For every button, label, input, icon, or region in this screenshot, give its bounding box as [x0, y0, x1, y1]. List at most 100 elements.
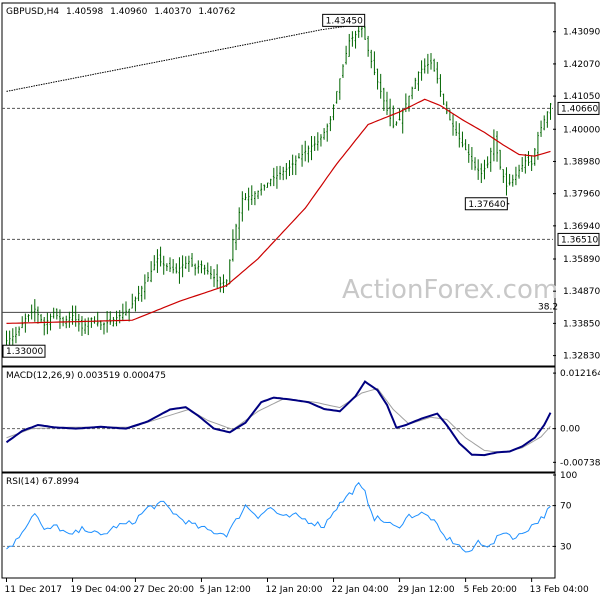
ohlc-bar — [282, 166, 285, 181]
ohlc-bar — [477, 159, 480, 180]
ohlc-bar — [175, 263, 178, 274]
ohlc-bar — [27, 314, 30, 322]
ohlc-bar — [235, 223, 237, 251]
ohlc-bar — [480, 163, 483, 184]
ohlc-bar — [77, 313, 80, 332]
ohlc-bar — [430, 53, 432, 70]
ohlc-bar — [458, 123, 461, 148]
price-y-tick-label: 1.36940 — [563, 222, 600, 232]
x-axis-label: 11 Dec 2017 — [5, 585, 63, 595]
x-axis-label: 19 Dec 04:00 — [71, 585, 132, 595]
price-annotation-box — [2, 344, 46, 358]
ohlc-bar — [203, 264, 206, 275]
ohlc-bar — [492, 129, 495, 162]
ohlc-bar — [496, 131, 498, 162]
x-axis-label: 27 Dec 20:00 — [133, 585, 194, 595]
x-axis-label: 5 Feb 20:00 — [464, 585, 518, 595]
ohlc-high: 1.40960 — [110, 7, 147, 17]
ohlc-bar — [401, 109, 404, 134]
ohlc-bar — [216, 264, 219, 289]
ohlc-bar — [411, 86, 414, 100]
ohlc-bar — [426, 53, 429, 74]
price-y-tick-label: 1.40000 — [563, 125, 600, 135]
ohlc-bar — [474, 157, 476, 171]
ohlc-bar — [109, 311, 112, 325]
ohlc-bar — [68, 311, 71, 328]
ohlc-bar — [364, 26, 366, 40]
ohlc-bar — [213, 269, 215, 287]
ohlc-bar — [521, 157, 524, 172]
rsi-y-tick-label: 100 — [560, 471, 577, 481]
macd-panel-title: MACD(12,26,9) 0.003519 0.000475 — [6, 371, 166, 381]
ohlc-bar — [46, 312, 49, 335]
ohlc-bar — [338, 78, 341, 100]
ohlc-bar — [499, 149, 502, 170]
ohlc-bar — [200, 260, 203, 274]
ohlc-bar — [395, 121, 398, 126]
price-y-tick-label: 1.35890 — [563, 255, 600, 265]
ohlc-bar — [329, 116, 332, 132]
ohlc-bar — [178, 257, 181, 284]
ohlc-bar — [59, 309, 61, 329]
ohlc-bar — [433, 58, 436, 72]
ohlc-bar — [276, 166, 278, 189]
price-annotation-label: 1.43450 — [326, 16, 363, 26]
ohlc-bar — [18, 326, 20, 337]
price-level-box — [557, 101, 600, 115]
ohlc-bar — [96, 311, 99, 327]
ohlc-bar — [351, 31, 354, 47]
ohlc-bar — [357, 24, 360, 38]
ohlc-bar — [543, 115, 546, 131]
ohlc-bar — [301, 144, 303, 167]
price-y-tick-label: 1.34870 — [563, 287, 600, 297]
ohlc-bar — [15, 326, 17, 344]
ohlc-bar — [386, 91, 388, 116]
ohlc-bar — [238, 207, 241, 240]
price-y-tick-label: 1.41050 — [563, 92, 600, 102]
ohlc-bar — [486, 156, 489, 169]
ohlc-bar — [373, 51, 376, 76]
ohlc-bar — [153, 255, 156, 271]
ohlc-bar — [370, 49, 373, 69]
price-panel-title: GBPUSD,H4 1.40598 1.40960 1.40370 1.4076… — [6, 7, 236, 17]
ohlc-bar — [326, 123, 329, 142]
price-y-tick-label: 1.42070 — [563, 60, 600, 70]
rsi-line — [6, 481, 551, 553]
fibonacci-level-label: 38.2 — [538, 302, 558, 312]
rsi-y-tick-label: 70 — [560, 502, 572, 512]
price-level-label: 1.36510 — [561, 235, 598, 245]
price-level-label: 1.40660 — [561, 104, 598, 114]
rsi-panel-frame — [1, 472, 556, 579]
price-annotation-label: 1.33000 — [6, 347, 43, 357]
ohlc-bar — [342, 64, 344, 78]
ohlc-bar — [294, 155, 297, 176]
ohlc-bar — [439, 74, 442, 97]
ohlc-bar — [74, 305, 77, 327]
sma50-line — [6, 98, 551, 324]
ohlc-bar — [417, 71, 420, 91]
ohlc-bar — [40, 314, 42, 323]
ohlc-bar — [530, 155, 533, 172]
ohlc-bar — [291, 154, 294, 176]
ohlc-bar — [546, 111, 549, 128]
x-axis-label: 22 Jan 04:00 — [332, 585, 389, 595]
ohlc-bar — [191, 252, 193, 268]
ohlc-bar — [502, 169, 505, 183]
price-panel-frame — [1, 2, 556, 367]
ohlc-bar — [269, 178, 272, 187]
ohlc-bar — [367, 35, 370, 57]
ohlc-bar — [420, 60, 423, 81]
ohlc-bar — [398, 108, 401, 121]
ohlc-bar — [232, 229, 234, 262]
ohlc-bar — [209, 266, 212, 280]
ohlc-bar — [266, 182, 269, 189]
ohlc-bar — [515, 166, 517, 186]
ohlc-bar — [345, 45, 348, 65]
ohlc-bar — [169, 257, 171, 273]
ohlc-bar — [103, 322, 105, 335]
rsi-panel-title: RSI(14) 67.8994 — [6, 477, 79, 487]
ohlc-bar — [87, 317, 90, 336]
ohlc-bar — [335, 90, 338, 104]
ohlc-bar — [143, 274, 146, 300]
ohlc-bar — [511, 174, 514, 187]
